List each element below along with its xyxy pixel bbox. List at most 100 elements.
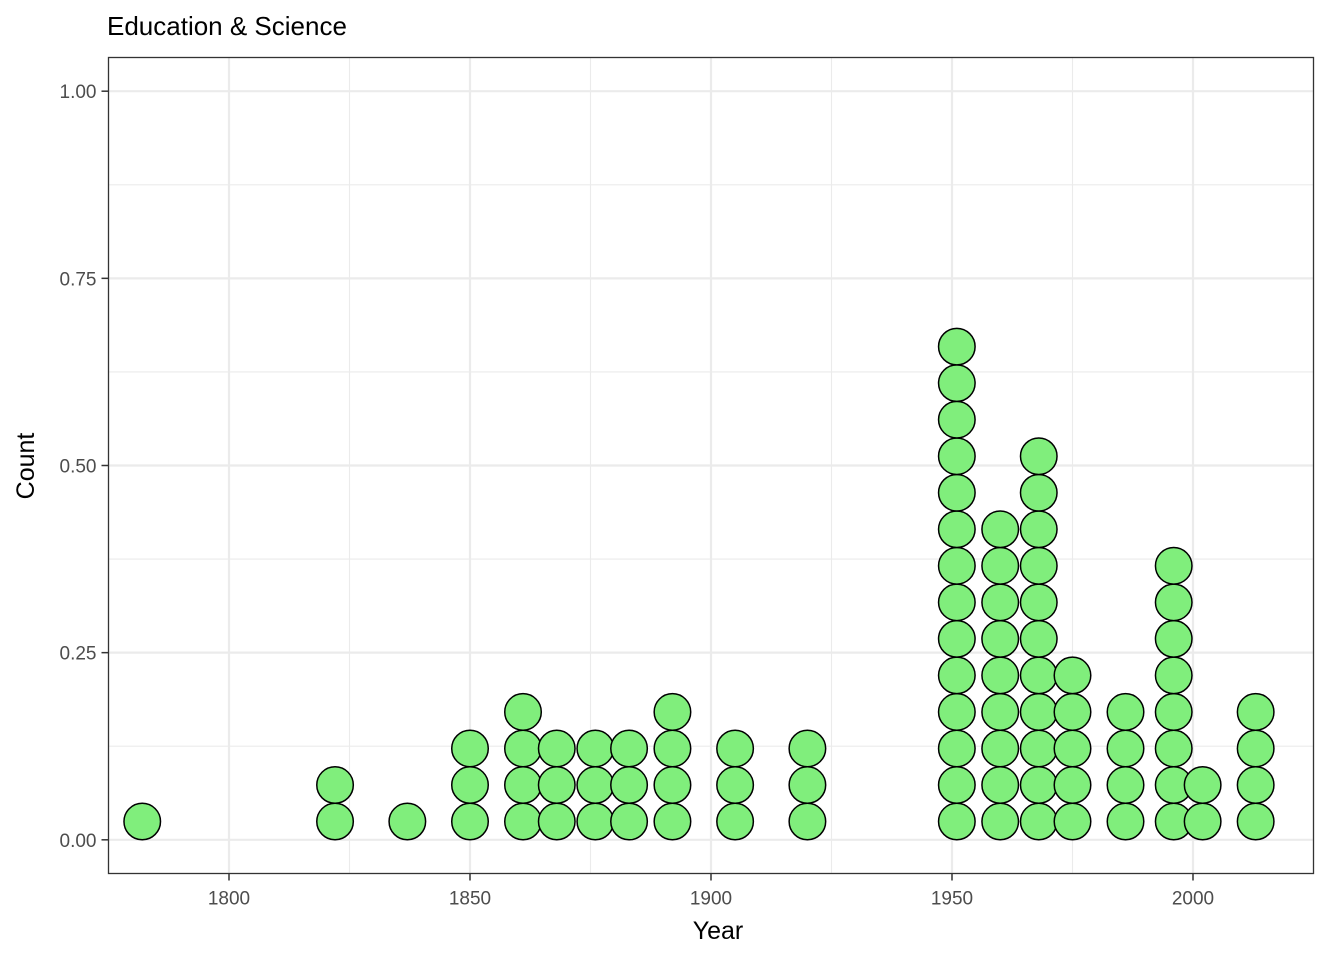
data-dot xyxy=(937,619,976,658)
data-dot xyxy=(1053,656,1092,695)
y-tick-label: 0.25 xyxy=(60,644,97,665)
data-dot xyxy=(1236,729,1275,768)
data-dot xyxy=(1154,692,1193,731)
data-dot xyxy=(1106,692,1145,731)
data-dot xyxy=(937,802,976,841)
data-dot xyxy=(1019,802,1058,841)
y-tick-label: 0.75 xyxy=(60,269,97,290)
data-dot xyxy=(981,510,1020,549)
data-dot xyxy=(388,802,427,841)
data-dot xyxy=(1019,729,1058,768)
data-dot xyxy=(1236,802,1275,841)
data-dot xyxy=(937,546,976,585)
data-dot xyxy=(316,765,355,805)
data-dot xyxy=(504,729,543,768)
data-dot xyxy=(1183,765,1222,805)
data-dot xyxy=(981,692,1020,731)
data-dot xyxy=(1019,437,1058,476)
y-axis-title: Count xyxy=(12,433,40,500)
data-dot xyxy=(981,619,1020,658)
data-dot xyxy=(576,802,615,841)
data-dot xyxy=(981,765,1020,805)
data-dot xyxy=(1183,802,1222,841)
data-dot xyxy=(1106,802,1145,841)
x-tick-label: 2000 xyxy=(1172,889,1214,910)
data-dot xyxy=(537,765,576,805)
data-dot xyxy=(937,400,976,439)
data-dot xyxy=(937,656,976,695)
data-dot xyxy=(1019,546,1058,585)
data-dot xyxy=(610,765,649,805)
x-tick-label: 1950 xyxy=(931,889,973,910)
data-dot xyxy=(653,692,692,731)
data-dot xyxy=(1154,729,1193,768)
data-dot xyxy=(981,583,1020,622)
data-dot xyxy=(981,729,1020,768)
y-tick-label: 1.00 xyxy=(60,82,97,103)
data-dot xyxy=(788,802,827,841)
data-dot xyxy=(653,802,692,841)
chart-title: Education & Science xyxy=(107,11,347,41)
data-dot xyxy=(716,765,755,805)
x-tick-label: 1900 xyxy=(690,889,732,910)
data-dot xyxy=(716,802,755,841)
data-dot xyxy=(610,729,649,768)
data-dot xyxy=(504,765,543,805)
data-dot xyxy=(1236,765,1275,805)
data-dot xyxy=(1019,656,1058,695)
data-dot xyxy=(450,765,490,805)
data-dot xyxy=(1019,510,1058,549)
data-dot xyxy=(450,729,490,768)
y-tick-label: 0.00 xyxy=(60,831,97,852)
data-dot xyxy=(123,802,162,841)
data-dot xyxy=(1053,729,1092,768)
data-dot xyxy=(788,765,827,805)
data-dot xyxy=(937,327,976,366)
data-dot xyxy=(653,765,692,805)
data-dot xyxy=(537,729,576,768)
data-dot xyxy=(937,729,976,768)
data-dot xyxy=(1019,583,1058,622)
data-dot xyxy=(937,437,976,476)
data-dot xyxy=(576,765,615,805)
data-dot xyxy=(1236,692,1275,731)
data-dot xyxy=(653,729,692,768)
data-dot xyxy=(537,802,576,841)
x-tick-label: 1800 xyxy=(208,889,250,910)
data-dot xyxy=(937,364,976,403)
data-dot xyxy=(716,729,755,768)
data-dot xyxy=(576,729,615,768)
data-dot xyxy=(937,510,976,549)
data-dot xyxy=(937,692,976,731)
axis-ticks: 1800 1850 1900 1950 2000 0.00 0.25 0.50 0.75 1.00 xyxy=(60,82,1215,909)
x-axis-title: Year xyxy=(693,917,744,945)
data-dot xyxy=(1106,729,1145,768)
data-dot xyxy=(1154,656,1193,695)
data-dot xyxy=(316,802,355,841)
data-dot xyxy=(1053,765,1092,805)
data-dot xyxy=(1154,546,1193,585)
data-dot xyxy=(1106,765,1145,805)
data-dot xyxy=(981,656,1020,695)
data-dot xyxy=(1019,692,1058,731)
data-dot xyxy=(1053,692,1092,731)
data-dot xyxy=(937,473,976,512)
data-dot xyxy=(981,546,1020,585)
y-tick-label: 0.50 xyxy=(60,457,97,478)
data-dot xyxy=(981,802,1020,841)
data-dot xyxy=(504,802,543,841)
data-dot xyxy=(1154,583,1193,622)
dot-stacks xyxy=(123,327,1275,841)
data-dot xyxy=(788,729,827,768)
data-dot xyxy=(1154,619,1193,658)
data-dot xyxy=(610,802,649,841)
data-dot xyxy=(450,802,490,841)
data-dot xyxy=(1019,473,1058,512)
data-dot xyxy=(937,583,976,622)
data-dot xyxy=(1019,765,1058,805)
data-dot xyxy=(1053,802,1092,841)
data-dot xyxy=(937,765,976,805)
x-tick-label: 1850 xyxy=(449,889,491,910)
data-dot xyxy=(1019,619,1058,658)
